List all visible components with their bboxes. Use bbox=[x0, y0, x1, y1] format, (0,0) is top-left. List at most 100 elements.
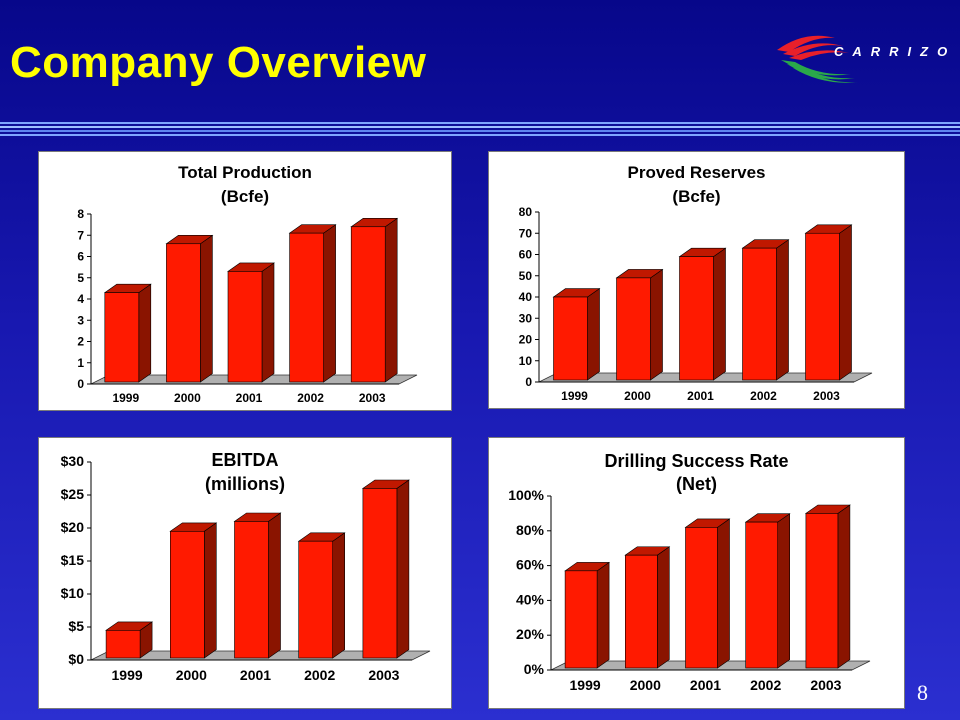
y-tick-label: 8 bbox=[77, 207, 84, 221]
chart-total-production: Total Production (Bcfe) 0 1 2 3 4 5 6 7 8 1999 2000 2… bbox=[38, 151, 452, 411]
bar bbox=[362, 488, 398, 659]
header-divider bbox=[0, 122, 960, 138]
y-tick-label: 50 bbox=[519, 269, 533, 283]
bar bbox=[104, 292, 140, 383]
chart-svg: Total Production (Bcfe) 0 1 2 3 4 5 6 7 8 1999 2000 2… bbox=[77, 163, 418, 405]
bar-side bbox=[837, 504, 851, 669]
y-tick-label: $15 bbox=[61, 552, 85, 568]
x-tick-label: 2002 bbox=[750, 389, 777, 403]
x-tick-label: 2003 bbox=[368, 667, 399, 683]
y-tick-label: 60% bbox=[516, 557, 545, 573]
bar-side bbox=[596, 561, 610, 669]
bar-side bbox=[587, 288, 600, 381]
y-tick-label: 40 bbox=[519, 290, 533, 304]
x-tick-label: 2003 bbox=[359, 391, 386, 405]
bar-side bbox=[261, 262, 275, 383]
bar bbox=[616, 277, 651, 381]
chart-proved-reserves: Proved Reserves (Bcfe) 0 10 20 30 40 50 60 70 80 19… bbox=[488, 151, 905, 409]
bar bbox=[170, 531, 205, 659]
y-tick-label: 3 bbox=[77, 313, 84, 327]
x-tick-label: 1999 bbox=[112, 391, 139, 405]
bar bbox=[298, 540, 334, 659]
x-tick-label: 2003 bbox=[813, 389, 840, 403]
bar bbox=[289, 232, 324, 383]
bar-side bbox=[332, 532, 346, 659]
y-tick-label: 60 bbox=[519, 248, 533, 262]
bar bbox=[679, 256, 714, 381]
chart-title: EBITDA bbox=[212, 450, 279, 470]
bar-side bbox=[138, 283, 152, 383]
bar-side bbox=[776, 239, 789, 381]
bar-side bbox=[396, 479, 410, 659]
bar bbox=[234, 521, 269, 659]
y-tick-label: 1 bbox=[77, 356, 84, 370]
bar bbox=[805, 513, 839, 669]
y-tick-label: $5 bbox=[68, 618, 84, 634]
page-number: 8 bbox=[917, 680, 928, 705]
y-tick-label: 80% bbox=[516, 522, 545, 538]
y-tick-label: 7 bbox=[77, 228, 84, 242]
bar-side bbox=[650, 268, 663, 381]
y-tick-label: 40% bbox=[516, 591, 545, 607]
bar-side bbox=[204, 522, 217, 659]
x-tick-label: 2000 bbox=[630, 677, 661, 693]
x-tick-label: 2002 bbox=[750, 677, 781, 693]
chart-subtitle: (Bcfe) bbox=[672, 187, 720, 206]
y-tick-label: 30 bbox=[519, 311, 533, 325]
bar-side bbox=[268, 512, 281, 659]
bar bbox=[105, 630, 141, 659]
bar bbox=[166, 243, 201, 383]
y-tick-label: 10 bbox=[519, 354, 533, 368]
bar-side bbox=[200, 234, 213, 383]
x-tick-label: 2000 bbox=[174, 391, 201, 405]
bar bbox=[805, 232, 840, 381]
x-tick-label: 2003 bbox=[810, 677, 841, 693]
chart-svg: Proved Reserves (Bcfe) 0 10 20 30 40 50 60 70 80 19… bbox=[519, 163, 873, 403]
y-tick-label: $0 bbox=[68, 651, 84, 667]
x-tick-label: 2001 bbox=[240, 667, 271, 683]
y-tick-label: 80 bbox=[519, 205, 533, 219]
y-tick-label: $20 bbox=[61, 519, 85, 535]
x-tick-label: 2002 bbox=[304, 667, 335, 683]
y-tick-label: 4 bbox=[77, 292, 84, 306]
y-tick-label: 20 bbox=[519, 333, 533, 347]
y-tick-label: 20% bbox=[516, 626, 545, 642]
bar bbox=[685, 527, 718, 669]
bar bbox=[742, 247, 777, 381]
chart-subtitle: (Net) bbox=[676, 474, 717, 494]
y-tick-label: 100% bbox=[508, 487, 544, 503]
bar-side bbox=[384, 217, 398, 383]
bar-side bbox=[657, 546, 670, 669]
y-tick-label: 5 bbox=[77, 271, 84, 285]
y-tick-label: 6 bbox=[77, 250, 84, 264]
bar bbox=[745, 521, 779, 669]
chart-drilling-success-rate: Drilling Success Rate (Net) 0% 20% 40% 60% 80%… bbox=[488, 437, 905, 709]
chart-svg: Drilling Success Rate (Net) 0% 20% 40% 60% 80%… bbox=[508, 451, 871, 693]
chart-svg: EBITDA (millions) $0 $5 $10 $15 $20 $25 $30 1999 2… bbox=[61, 450, 431, 683]
y-tick-label: $25 bbox=[61, 486, 85, 502]
bar-side bbox=[777, 513, 791, 669]
x-tick-label: 2001 bbox=[690, 677, 721, 693]
bar bbox=[350, 226, 386, 383]
chart-subtitle: (millions) bbox=[205, 474, 285, 494]
x-tick-label: 2001 bbox=[687, 389, 714, 403]
bar bbox=[553, 296, 588, 381]
y-tick-label: $10 bbox=[61, 585, 85, 601]
bar-side bbox=[713, 247, 726, 381]
y-tick-label: 2 bbox=[77, 335, 84, 349]
bar bbox=[564, 570, 598, 669]
chart-subtitle: (Bcfe) bbox=[221, 187, 269, 206]
bar-side bbox=[717, 518, 730, 669]
x-tick-label: 2002 bbox=[297, 391, 324, 405]
bar-side bbox=[839, 224, 852, 381]
y-tick-label: 0 bbox=[77, 377, 84, 391]
x-tick-label: 1999 bbox=[561, 389, 588, 403]
x-tick-label: 2001 bbox=[236, 391, 263, 405]
chart-title: Proved Reserves bbox=[628, 163, 766, 182]
x-tick-label: 1999 bbox=[112, 667, 143, 683]
y-tick-label: $30 bbox=[61, 453, 85, 469]
bar bbox=[625, 554, 658, 669]
x-tick-label: 2000 bbox=[176, 667, 207, 683]
chart-ebitda: EBITDA (millions) $0 $5 $10 $15 $20 $25 $30 1999 2… bbox=[38, 437, 452, 709]
y-tick-label: 0 bbox=[525, 375, 532, 389]
